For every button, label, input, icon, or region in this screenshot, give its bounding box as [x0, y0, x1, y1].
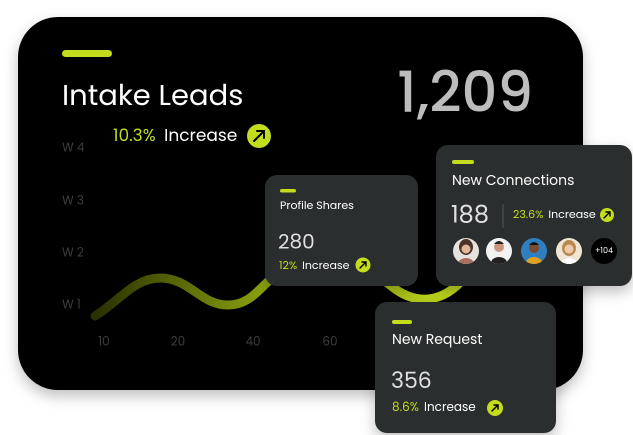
x-label: 60 — [322, 333, 337, 350]
accent-bar — [392, 320, 412, 324]
card-change-label: Increase — [548, 206, 596, 222]
card-change-label: Increase — [302, 257, 350, 273]
card-value: 356 — [391, 365, 432, 396]
increase-icon — [247, 124, 271, 148]
card-bg — [265, 175, 418, 286]
card-title: New Request — [392, 329, 482, 349]
more-badge — [591, 238, 617, 264]
accent-bar — [280, 189, 296, 193]
main-change-line: 10.3% Increase — [113, 123, 237, 147]
card-bg — [375, 302, 556, 433]
card-change: 8.6% — [392, 399, 419, 416]
card-change-line: 23.6% Increase — [513, 206, 596, 222]
accent-bar — [452, 160, 474, 164]
new-connections-card: New Connections 188 23.6% Increase +104 — [436, 145, 632, 286]
x-label: 20 — [171, 333, 185, 350]
x-label: 10 — [98, 333, 109, 350]
x-label: 40 — [245, 333, 260, 350]
avatar — [556, 238, 582, 264]
card-title: Profile Shares — [280, 197, 354, 213]
card-value: 280 — [278, 227, 315, 255]
card-change-line: 8.6% Increase — [392, 399, 476, 416]
card-change: 23.6% — [513, 206, 543, 222]
card-value: 188 — [451, 199, 489, 232]
increase-icon — [355, 257, 371, 273]
card-change-label: Increase — [424, 399, 476, 416]
y-label: W 4 — [62, 139, 85, 156]
avatar — [521, 238, 547, 264]
card-title: New Connections — [452, 170, 574, 190]
new-request-card: New Request 356 8.6% Increase — [375, 302, 556, 433]
more-count: +104 — [595, 245, 613, 256]
avatar — [453, 238, 479, 264]
increase-icon — [600, 208, 614, 222]
trend-curve — [90, 257, 475, 321]
card-bg — [436, 145, 632, 286]
y-label: W 1 — [62, 296, 81, 313]
profile-shares-card: Profile Shares 280 12% Increase — [265, 175, 418, 286]
main-value: 1,209 — [397, 52, 533, 131]
main-change-label: Increase — [164, 123, 237, 147]
increase-icon — [487, 400, 503, 416]
card-change-line: 12% Increase — [279, 257, 350, 273]
avatar — [486, 238, 512, 264]
y-label: W 3 — [62, 192, 84, 209]
card-change: 12% — [279, 257, 297, 273]
accent-bar — [62, 50, 112, 57]
main-change: 10.3% — [113, 123, 156, 147]
y-label: W 2 — [62, 244, 84, 261]
main-title: Intake Leads — [62, 76, 243, 116]
